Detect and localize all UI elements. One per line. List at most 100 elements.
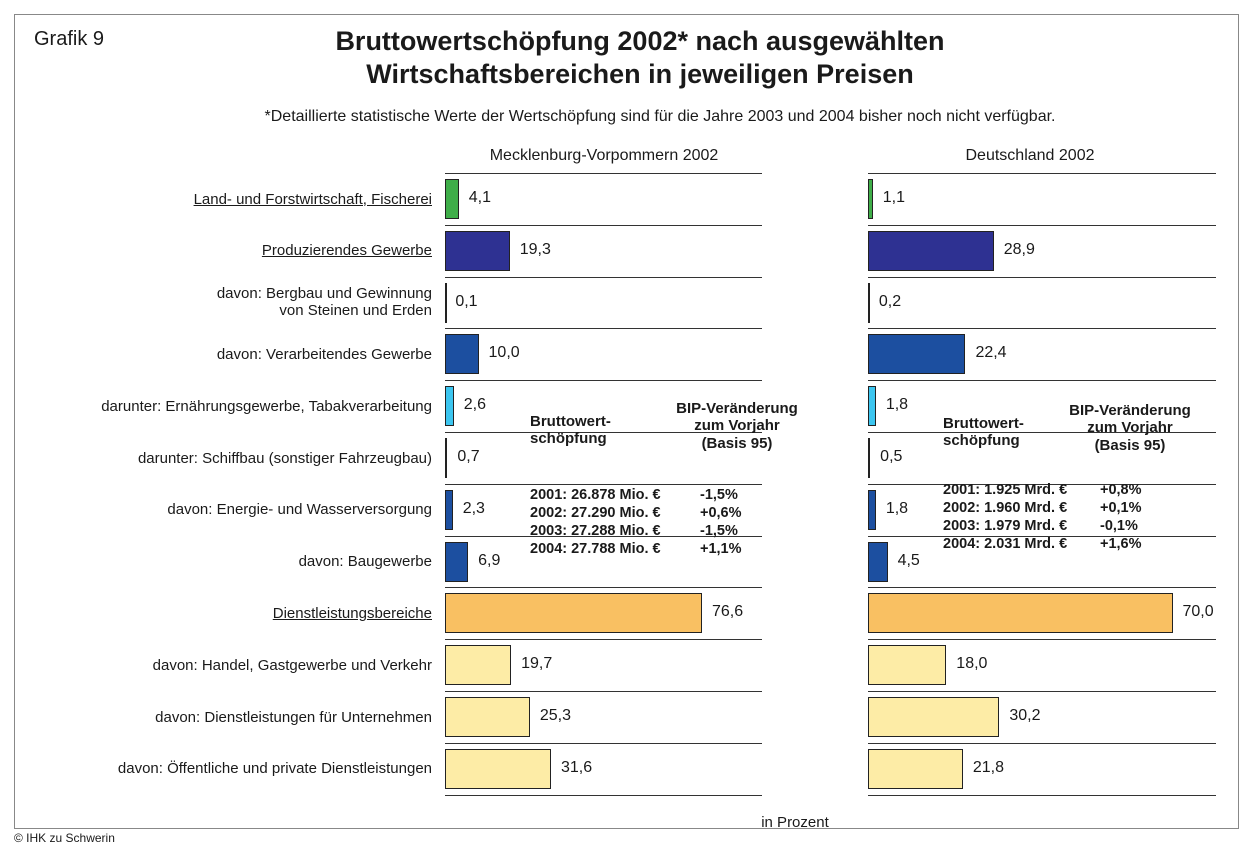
bar: [445, 541, 469, 582]
frame: [14, 14, 1239, 829]
bar: [868, 748, 963, 789]
stats-change: +1,6%: [1100, 536, 1142, 552]
value-label: 31,6: [561, 758, 593, 776]
stats-value: 2001: 1.925 Mrd. €: [943, 482, 1068, 498]
row-separator: [868, 173, 1216, 174]
value-label: 4,5: [897, 551, 920, 569]
value-label: 18,0: [956, 655, 988, 673]
row-separator: [445, 276, 762, 278]
value-label: 30,2: [1009, 707, 1041, 724]
row-separator: [868, 432, 1216, 433]
bar: [868, 230, 994, 271]
value-label: 0,2: [878, 292, 902, 310]
stats-change: +1,1%: [700, 541, 742, 557]
bar: [445, 645, 512, 686]
bar: [868, 697, 1000, 737]
row-separator: [868, 224, 1216, 226]
value-label: 28,9: [1003, 240, 1035, 258]
bar: [868, 386, 876, 427]
stats-value: 2004: 27.788 Mio. €: [530, 541, 661, 557]
row-separator: [868, 276, 1216, 278]
value-label: 1,1: [882, 189, 906, 206]
value-label: 4,1: [468, 189, 491, 206]
row-separator: [868, 691, 1216, 692]
category-label: Produzierendes Gewerbe: [261, 242, 432, 260]
row-separator: [445, 587, 762, 589]
category-label: davon: Energie- und Wasserversorgung: [167, 501, 432, 519]
value-label: 70,0: [1182, 603, 1214, 621]
bar: [868, 179, 873, 219]
bar: [868, 282, 870, 323]
category-label: Dienstleistungsbereiche: [272, 604, 432, 622]
category-label: Land- und Forstwirtschaft, Fischerei: [193, 190, 432, 208]
chart-title: Wirtschaftsbereichen in jeweiligen Preis…: [366, 59, 914, 89]
bar: [445, 697, 530, 737]
value-label: 0,1: [455, 292, 478, 310]
value-label: 19,3: [519, 240, 551, 258]
value-label: 1,8: [885, 396, 909, 414]
value-label: 22,4: [975, 344, 1007, 362]
category-label: davon: Verarbeitendes Gewerbe: [216, 345, 432, 363]
category-label: davon: Handel, Gastgewerbe und Verkehr: [152, 656, 432, 674]
bar: [868, 645, 947, 686]
row-separator: [868, 328, 1216, 330]
stats-value: 2003: 1.979 Mrd. €: [943, 518, 1068, 534]
category-label: davon: Bergbau und Gewinnung von Steinen…: [216, 285, 432, 320]
stats-value: 2002: 1.960 Mrd. €: [943, 500, 1068, 516]
subtitle: *Detaillierte statistische Werte der Wer…: [264, 108, 1056, 125]
bar: [445, 748, 551, 789]
stats-change-heading: BIP-Veränderung zum Vorjahr (Basis 95): [1069, 402, 1191, 454]
row-separator: [868, 742, 1216, 744]
bar: [445, 489, 453, 530]
value-label: 2,6: [463, 396, 486, 414]
stats-value: 2003: 27.288 Mio. €: [530, 523, 661, 539]
row-separator: [868, 587, 1216, 589]
bar: [868, 438, 871, 478]
row-separator: [445, 742, 762, 744]
row-separator: [445, 173, 762, 174]
row-separator: [868, 639, 1216, 641]
row-separator: [868, 794, 1216, 796]
category-label: darunter: Schiffbau (sonstiger Fahrzeugb…: [137, 449, 432, 467]
value-label: 6,9: [478, 551, 501, 569]
row-separator: [445, 328, 762, 330]
bar: [445, 593, 702, 634]
bar: [445, 438, 448, 478]
row-separator: [868, 535, 1216, 537]
figure-label: Grafik 9: [34, 28, 105, 50]
stats-change-heading: BIP-Veränderung zum Vorjahr (Basis 95): [676, 400, 798, 452]
bar: [445, 282, 447, 323]
stats-change: +0,6%: [700, 505, 742, 521]
panel-title: Mecklenburg-Vorpommern 2002: [489, 147, 719, 164]
category-label: davon: Baugewerbe: [298, 553, 432, 571]
source: © IHK zu Schwerin: [14, 831, 115, 845]
bar: [868, 541, 888, 582]
row-separator: [445, 535, 762, 537]
bar: [445, 334, 479, 375]
value-label: 25,3: [539, 707, 571, 724]
stats-change: +0,1%: [1100, 500, 1142, 516]
panel-title: Deutschland 2002: [965, 147, 1095, 164]
bar: [445, 386, 454, 427]
stats-change: -1,5%: [700, 487, 738, 503]
stats-value: 2001: 26.878 Mio. €: [530, 487, 661, 503]
value-label: 0,7: [457, 448, 480, 465]
category-label: darunter: Ernährungsgewerbe, Tabakverarb…: [101, 397, 432, 415]
value-label: 10,0: [488, 344, 520, 362]
stats-change: -1,5%: [700, 523, 738, 539]
chart-title: Bruttowertschöpfung 2002* nach ausgewähl…: [335, 26, 945, 56]
value-label: 21,8: [972, 758, 1004, 776]
row-separator: [445, 483, 762, 485]
row-separator: [445, 380, 762, 382]
bar: [868, 489, 876, 530]
row-separator: [445, 794, 762, 796]
bar: [445, 179, 459, 219]
stats-value: 2004: 2.031 Mrd. €: [943, 536, 1068, 552]
stats-value: 2002: 27.290 Mio. €: [530, 505, 661, 521]
unit-note: in Prozent: [761, 814, 829, 831]
stats-heading: Bruttowert- schöpfung: [530, 413, 611, 448]
value-label: 76,6: [711, 603, 744, 621]
bar: [868, 593, 1173, 634]
category-label: davon: Dienstleistungen für Unternehmen: [155, 708, 432, 726]
